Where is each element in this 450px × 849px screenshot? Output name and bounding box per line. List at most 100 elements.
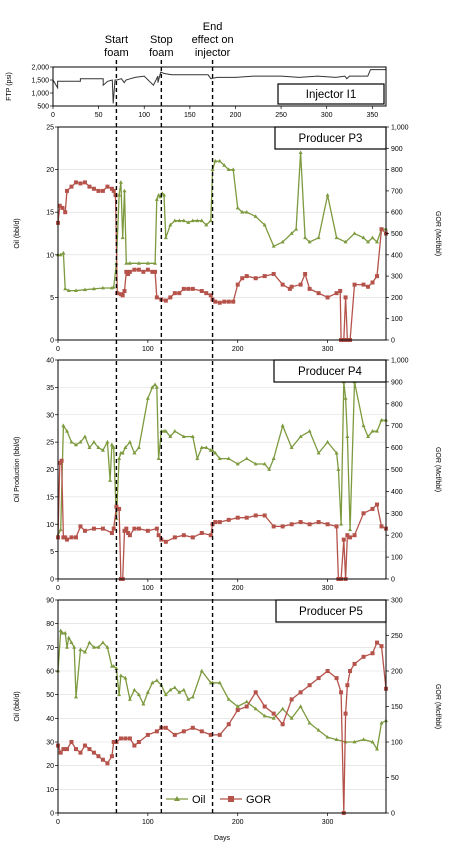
gor-point [307, 683, 312, 688]
x-tick-label: 300 [321, 112, 333, 119]
gor-point [338, 289, 343, 294]
gor-point [136, 740, 141, 744]
oil-point [231, 167, 236, 171]
legend-oil-label: Oil [192, 794, 205, 806]
oil-point [132, 450, 137, 455]
gor-point [96, 188, 101, 193]
panel-title-box [273, 359, 387, 383]
gor-point [213, 299, 218, 304]
gor-point [127, 533, 132, 538]
y-tick-label: 0 [50, 577, 54, 584]
x-tick-label: 0 [56, 819, 60, 826]
x-tick-label: 0 [56, 585, 60, 592]
y2-tick-label: 300 [391, 598, 403, 605]
oil-point [123, 675, 128, 680]
oil-point [370, 428, 375, 433]
gor-point [73, 180, 78, 185]
y2-tick-label: 400 [391, 489, 403, 496]
y-tick-label: 0 [50, 811, 54, 818]
gor-point [172, 732, 177, 737]
y-tick-label: 20 [46, 763, 54, 770]
y2-tick-label: 1,000 [391, 358, 409, 365]
gor-point [163, 725, 168, 730]
oil-point [303, 235, 308, 240]
gor-point [348, 535, 353, 540]
oil-point [181, 434, 186, 439]
gor-point [111, 526, 116, 531]
gor-point [361, 511, 366, 516]
gor-point [345, 533, 350, 538]
oil-point [73, 442, 78, 447]
gor-point [375, 640, 380, 645]
gor-point [87, 184, 92, 189]
oil-point [145, 396, 150, 400]
series-line [57, 181, 387, 341]
oil-point [316, 450, 321, 455]
gor-point [361, 654, 366, 659]
oil-point [154, 678, 159, 682]
oil-point [244, 210, 249, 214]
x-tick-label: 200 [230, 112, 242, 119]
gor-point [91, 186, 96, 191]
panel-3: 0 100 200 300 0 10 20 30 40 50 60 70 80 90 0 50 100 150 20… [14, 598, 441, 827]
y2-tick-label: 150 [391, 704, 403, 711]
oil-point [154, 197, 159, 201]
oil-point [343, 239, 348, 244]
oil-point [61, 250, 66, 255]
oil-point [150, 385, 155, 389]
event-label: End [203, 21, 223, 33]
gor-point [235, 282, 240, 287]
gor-point [352, 533, 357, 538]
panel-title: Producer P5 [299, 606, 363, 618]
oil-point [127, 697, 132, 701]
gor-point [63, 535, 68, 540]
oil-point [366, 239, 371, 244]
gor-point [289, 284, 294, 289]
gor-point [118, 736, 123, 741]
gor-point [244, 274, 249, 279]
oil-point [280, 706, 285, 711]
plot-frame [52, 66, 387, 107]
oil-point [204, 445, 209, 449]
oil-point [210, 448, 215, 452]
gor-point [222, 299, 227, 304]
gor-point [226, 722, 231, 727]
gor-point [190, 286, 195, 291]
y-tick-label: 40 [46, 358, 54, 365]
gor-point [57, 203, 62, 208]
oil-point [163, 235, 168, 240]
y-tick-label: 5 [50, 549, 54, 556]
gor-point [123, 736, 128, 741]
gor-point [87, 747, 92, 752]
y2-tick-label: 600 [391, 445, 403, 452]
gor-point [334, 291, 339, 296]
gor-point [190, 535, 195, 540]
oil-point [120, 235, 125, 240]
panel-title-box [274, 126, 387, 150]
oil-point [343, 396, 348, 400]
gor-point [325, 522, 330, 527]
oil-point [100, 448, 105, 452]
oil-point [168, 222, 173, 227]
oil-point [361, 423, 366, 428]
gor-point [141, 269, 146, 274]
gor-point [334, 676, 339, 681]
oil-point [307, 239, 312, 244]
oil-point [379, 720, 384, 725]
oil-point [82, 649, 87, 654]
gor-point [190, 725, 195, 730]
gor-point [379, 227, 384, 232]
y2-tick-label: 900 [391, 146, 403, 153]
y-tick-label: 1,000 [31, 91, 49, 98]
gor-point [96, 754, 101, 759]
series-oil [56, 150, 388, 292]
oil-point [132, 687, 137, 692]
gor-point [253, 513, 258, 518]
y-tick-label: 35 [46, 385, 54, 392]
oil-point [118, 180, 123, 184]
oil-point [213, 450, 218, 455]
oil-point [73, 288, 78, 292]
oil-point [78, 647, 83, 652]
gor-point [59, 458, 64, 463]
